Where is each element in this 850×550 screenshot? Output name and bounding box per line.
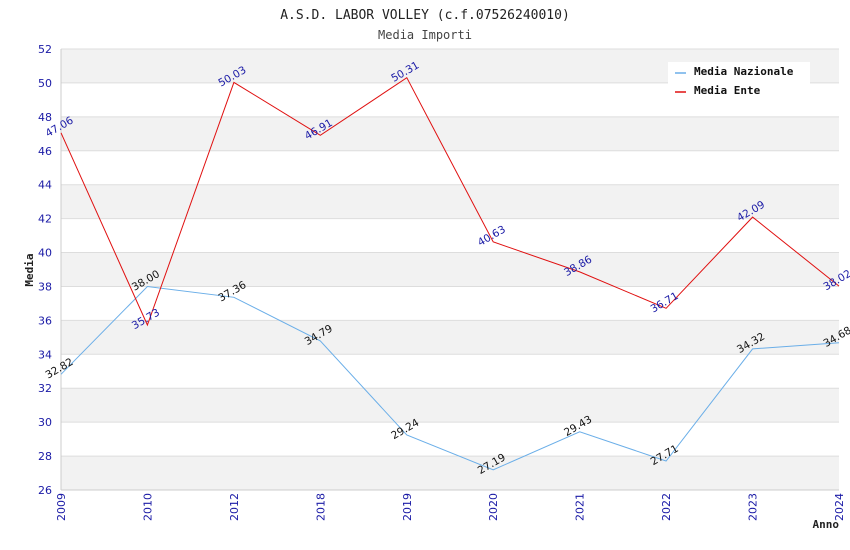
x-tick-labels: 2009 2010 2012 2018 2019 2020 2021 2022 2023 2024 bbox=[55, 493, 846, 521]
y-tick-label: 50 bbox=[38, 77, 52, 90]
y-tick-label: 28 bbox=[38, 450, 52, 463]
band bbox=[61, 320, 839, 355]
y-tick-label: 40 bbox=[38, 247, 52, 260]
x-tick-label: 2023 bbox=[747, 493, 760, 521]
x-tick-label: 2024 bbox=[833, 493, 846, 521]
grid-lines bbox=[61, 48, 839, 491]
x-tick-label: 2009 bbox=[55, 493, 68, 521]
legend-box bbox=[668, 62, 810, 102]
x-tick-label: 2021 bbox=[574, 493, 587, 521]
y-tick-label: 34 bbox=[38, 348, 52, 361]
x-tick-label: 2018 bbox=[314, 493, 327, 521]
legend: Media Nazionale Media Ente bbox=[668, 62, 810, 102]
x-tick-label: 2010 bbox=[141, 493, 154, 521]
plot-background-bands bbox=[61, 49, 839, 490]
series-line-media-nazionale bbox=[60, 285, 840, 471]
y-axis-label: Media bbox=[23, 253, 36, 286]
chart-title: A.S.D. LABOR VOLLEY (c.f.07526240010) bbox=[280, 8, 570, 23]
y-tick-label: 44 bbox=[38, 179, 52, 192]
x-tick-label: 2020 bbox=[487, 493, 500, 521]
data-label: 36.71 bbox=[649, 290, 681, 315]
band bbox=[61, 252, 839, 287]
chart-subtitle: Media Importi bbox=[378, 28, 472, 42]
x-tick-label: 2019 bbox=[401, 493, 414, 521]
x-tick-label: 2022 bbox=[660, 493, 673, 521]
series-lines bbox=[60, 76, 840, 471]
y-tick-label: 46 bbox=[38, 145, 52, 158]
y-tick-label: 48 bbox=[38, 111, 52, 124]
y-tick-labels: 26 28 30 32 34 36 38 40 42 44 46 48 50 52 bbox=[38, 43, 52, 497]
y-tick-label: 30 bbox=[38, 416, 52, 429]
y-tick-label: 42 bbox=[38, 213, 52, 226]
y-tick-label: 36 bbox=[38, 314, 52, 327]
y-tick-label: 38 bbox=[38, 280, 52, 293]
x-axis-label: Anno bbox=[813, 518, 840, 531]
x-tick-label: 2012 bbox=[228, 493, 241, 521]
y-tick-label: 26 bbox=[38, 484, 52, 497]
band bbox=[61, 116, 839, 151]
y-tick-label: 32 bbox=[38, 382, 52, 395]
legend-label-media-ente: Media Ente bbox=[694, 84, 761, 97]
band bbox=[61, 456, 839, 490]
y-tick-label: 52 bbox=[38, 43, 52, 56]
legend-label-media-nazionale: Media Nazionale bbox=[694, 65, 794, 78]
series-line-media-ente bbox=[60, 76, 840, 327]
band bbox=[61, 388, 839, 423]
band bbox=[61, 184, 839, 219]
axes bbox=[60, 49, 839, 491]
